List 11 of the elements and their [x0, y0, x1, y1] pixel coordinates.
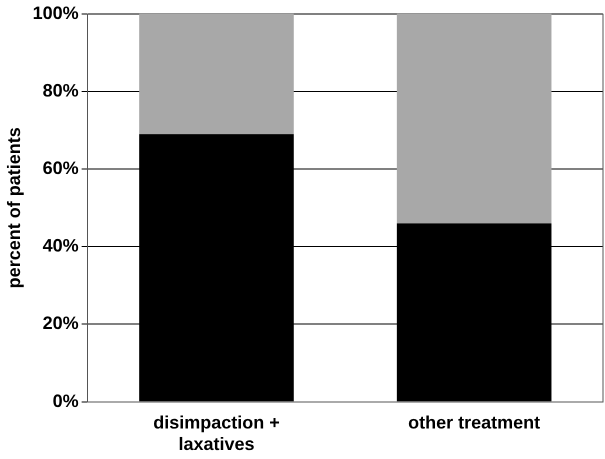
y-tick-label: 60%	[42, 158, 79, 178]
x-tick-label: disimpaction + laxatives	[153, 412, 280, 454]
bar	[139, 14, 294, 134]
y-tick-label: 80%	[42, 80, 79, 100]
bar	[396, 14, 552, 224]
y-tick-label: 40%	[42, 236, 79, 256]
y-tick-label: 20%	[42, 313, 79, 334]
y-tick-label: 0%	[52, 390, 79, 411]
y-axis-title: percent of patients	[4, 127, 24, 288]
y-tick-label: 100%	[32, 2, 79, 23]
x-tick-label: other treatment	[408, 412, 540, 433]
